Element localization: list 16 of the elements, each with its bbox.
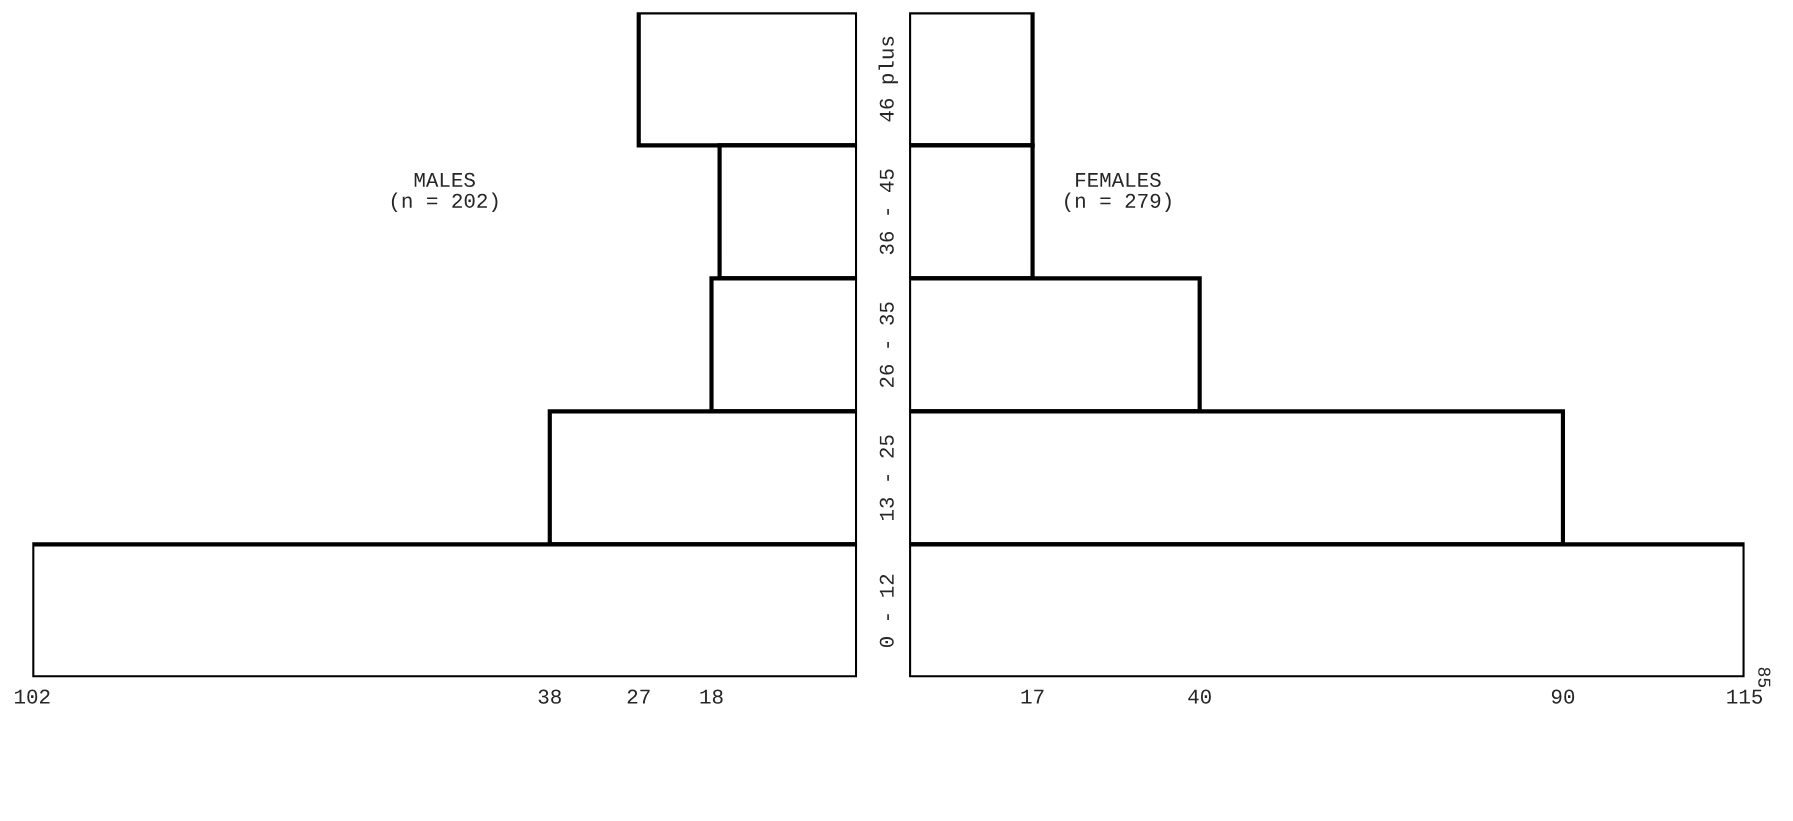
x-tick-label: 115	[1727, 689, 1763, 704]
x-tick-label: 18	[700, 689, 723, 704]
x-tick-label: 17	[1021, 689, 1044, 704]
y-tick-label: 26 - 35	[879, 302, 894, 388]
x-tick-label: 102	[15, 689, 50, 704]
y-tick-label: 46 plus	[878, 36, 898, 122]
x-tick-label: 38	[538, 689, 561, 704]
annotation: FEMALES (n = 279)	[1065, 172, 1171, 213]
text: 85	[1758, 667, 1771, 688]
y-tick-label: 36 - 45	[879, 169, 894, 255]
x-tick-label: 27	[627, 689, 650, 704]
y-tick-label: 0 - 12	[879, 574, 894, 648]
annotation: MALES (n = 202)	[391, 172, 498, 213]
x-tick-label: 40	[1188, 689, 1211, 704]
x-tick-label: 90	[1551, 689, 1575, 704]
y-tick-label: 13 - 25	[879, 435, 894, 521]
